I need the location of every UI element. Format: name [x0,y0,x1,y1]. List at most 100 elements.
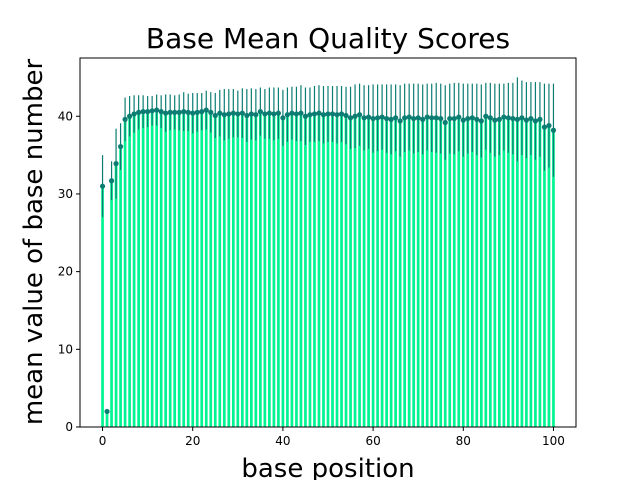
bar [114,163,118,428]
data-point [501,114,507,120]
data-point [406,114,412,120]
data-point [550,127,557,133]
data-point [532,118,539,124]
data-point [370,115,376,122]
data-point [537,116,543,122]
bar [507,117,510,428]
data-point [420,116,426,122]
bar [277,113,280,427]
bar [516,119,519,427]
bar [146,111,149,427]
bar [105,411,109,427]
data-point [257,109,263,115]
bar [403,117,407,428]
bar [493,120,497,427]
bar [502,117,506,427]
bar [159,111,163,427]
bar [236,113,240,428]
bar [308,114,312,427]
data-point [402,115,408,121]
data-point [208,109,214,115]
bar [470,117,474,428]
data-point [302,113,309,119]
bar [173,112,177,428]
bar [295,113,298,428]
data-point [221,112,227,118]
bar [119,146,122,427]
data-point [113,161,119,167]
data-point [293,111,300,117]
bar [371,118,375,427]
data-point [244,112,250,119]
bar [412,118,416,427]
data-point [163,110,169,116]
bar [222,114,226,427]
bar [484,116,488,428]
data-point [442,119,448,126]
data-point [108,178,115,184]
data-point [235,111,241,117]
data-point [469,115,475,121]
data-point [248,111,254,117]
data-point [519,115,525,121]
bar [186,112,190,428]
data-point [523,117,530,123]
y-axis-label: mean value of base number [19,59,49,426]
data-point [158,109,164,115]
bar [245,115,249,427]
bar [141,111,145,427]
data-point [487,115,493,121]
data-point [411,115,417,122]
data-point [212,112,218,119]
bar [452,118,456,427]
bar [529,118,533,427]
data-point [347,115,354,121]
data-point [275,110,281,116]
data-point [230,110,236,116]
bar [204,110,208,427]
data-point [338,111,345,117]
bar [254,114,258,427]
bar [249,113,253,428]
data-point [433,115,439,121]
bar [155,110,159,427]
data-point [226,111,232,117]
data-point [298,110,304,116]
data-point [176,109,182,115]
data-point [397,118,403,124]
bar [317,113,321,427]
bar [286,114,289,427]
bar [227,113,231,428]
data-point [415,115,421,121]
bar [263,113,267,428]
data-point [117,143,124,150]
bar [344,115,348,427]
bar [525,120,528,427]
data-point [505,115,511,121]
bar [479,120,483,428]
bar [168,112,172,428]
data-point [271,111,277,117]
data-point [99,183,106,189]
data-point [474,116,480,122]
bar [425,117,429,427]
data-point [325,111,331,117]
bar [488,117,492,428]
bar [407,117,411,427]
data-point [514,116,520,122]
data-point [217,110,223,116]
bar [353,116,357,428]
data-point [266,110,272,116]
y-axis-ticks: 0 10 20 30 40 [58,109,80,434]
data-point [181,109,187,115]
data-point [203,107,209,113]
bar [398,120,402,428]
bar [313,113,316,428]
y-tick-label: 10 [58,342,73,356]
y-tick-label: 40 [58,109,73,123]
bar [394,117,397,428]
bar [281,117,285,428]
data-point [194,109,200,115]
bar [213,115,217,427]
data-point [393,115,399,121]
